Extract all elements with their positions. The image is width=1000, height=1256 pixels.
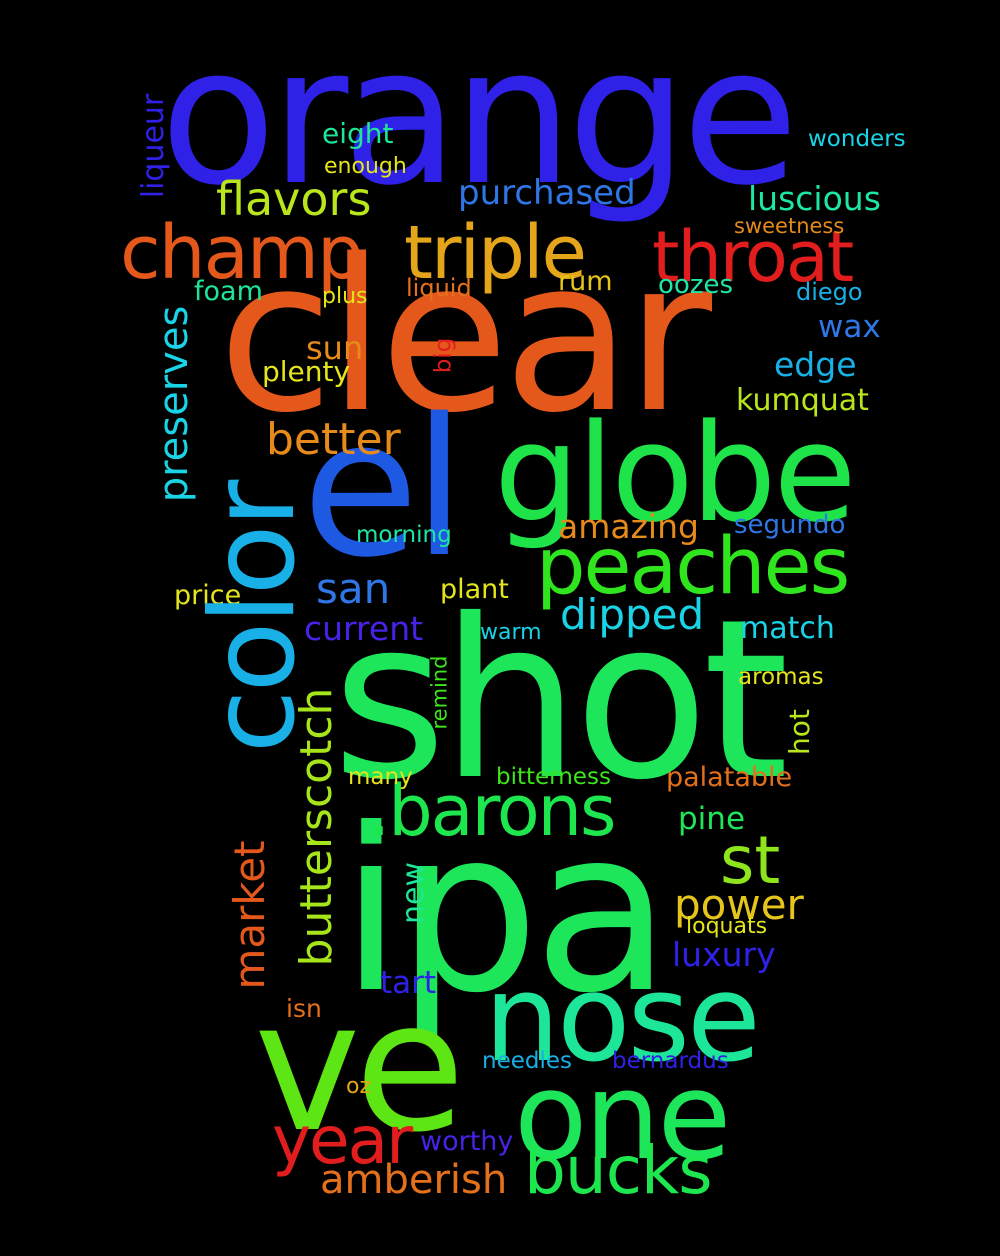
word-preserves: preserves: [151, 305, 197, 503]
word-edge: edge: [774, 345, 857, 384]
word-peaches: peaches: [536, 522, 850, 612]
word-liquid: liquid: [406, 274, 472, 302]
word-aromas: aromas: [738, 664, 824, 690]
word-oozes: oozes: [658, 270, 734, 300]
word-diego: diego: [796, 278, 863, 306]
word-morning: morning: [356, 522, 452, 548]
word-bucks: bucks: [524, 1132, 713, 1209]
word-oz: oz: [346, 1074, 372, 1099]
word-plenty: plenty: [262, 355, 351, 388]
word-many: many: [348, 764, 413, 790]
word-purchased: purchased: [458, 173, 636, 213]
word-amazing: amazing: [558, 507, 699, 546]
word-price: price: [174, 580, 242, 611]
word-flavors: flavors: [216, 172, 372, 226]
word-bitterness: bitterness: [496, 764, 611, 790]
word-tart: tart: [380, 965, 437, 1001]
word-champ: champ: [120, 210, 364, 296]
word-amberish: amberish: [320, 1157, 508, 1203]
word-segundo: segundo: [734, 510, 846, 540]
word-luxury: luxury: [672, 935, 776, 974]
word-year: year: [272, 1102, 413, 1179]
word-nose: nose: [484, 950, 761, 1089]
word-needles: needles: [482, 1048, 573, 1074]
word-wax: wax: [818, 309, 881, 345]
word-dipped: dipped: [560, 590, 705, 639]
word-ipa: ipa: [340, 781, 671, 1043]
word-loquats: loquats: [686, 914, 768, 939]
word-shot: shot: [332, 572, 789, 828]
word-market: market: [225, 840, 274, 990]
word-barons: .barons: [368, 770, 616, 852]
word-hot: hot: [783, 709, 816, 755]
word-warm: warm: [480, 620, 542, 645]
word-new: new: [396, 862, 431, 925]
word-throat: throat: [652, 216, 854, 298]
word-enough: enough: [324, 154, 407, 179]
word-globe: globe: [494, 395, 857, 552]
word-big: big: [430, 337, 457, 374]
word-foam: foam: [194, 276, 263, 307]
word-st: st: [720, 822, 781, 899]
word-better: better: [266, 414, 401, 465]
word-sun: sun: [306, 329, 364, 367]
word-one: one: [514, 1048, 731, 1187]
word-bernardus: bernardus: [612, 1048, 729, 1074]
word-worthy: worthy: [420, 1126, 514, 1157]
word-match: match: [740, 611, 835, 646]
word-sweetness: sweetness: [734, 214, 845, 238]
word-palatable: palatable: [666, 762, 793, 793]
word-plus: plus: [322, 284, 368, 309]
word-remind: remind: [427, 655, 452, 730]
word-plant: plant: [440, 574, 509, 605]
word-current: current: [304, 609, 424, 648]
word-isn: isn: [286, 994, 322, 1023]
word-eight: eight: [322, 117, 394, 150]
word-ve: ve: [254, 963, 465, 1172]
word-wonders: wonders: [808, 126, 906, 152]
word-luscious: luscious: [748, 179, 881, 218]
word-el: el: [302, 378, 466, 599]
word-pine: pine: [678, 801, 746, 837]
word-orange: orange: [160, 6, 799, 227]
word-power: power: [674, 880, 804, 929]
word-clear: clear: [218, 214, 712, 459]
word-rum: rum: [558, 266, 613, 297]
word-triple: triple: [404, 210, 587, 296]
word-kumquat: kumquat: [736, 383, 869, 418]
word-butterscotch: butterscotch: [291, 687, 342, 967]
word-san: san: [316, 564, 391, 613]
word-liqueur: liqueur: [136, 93, 171, 199]
